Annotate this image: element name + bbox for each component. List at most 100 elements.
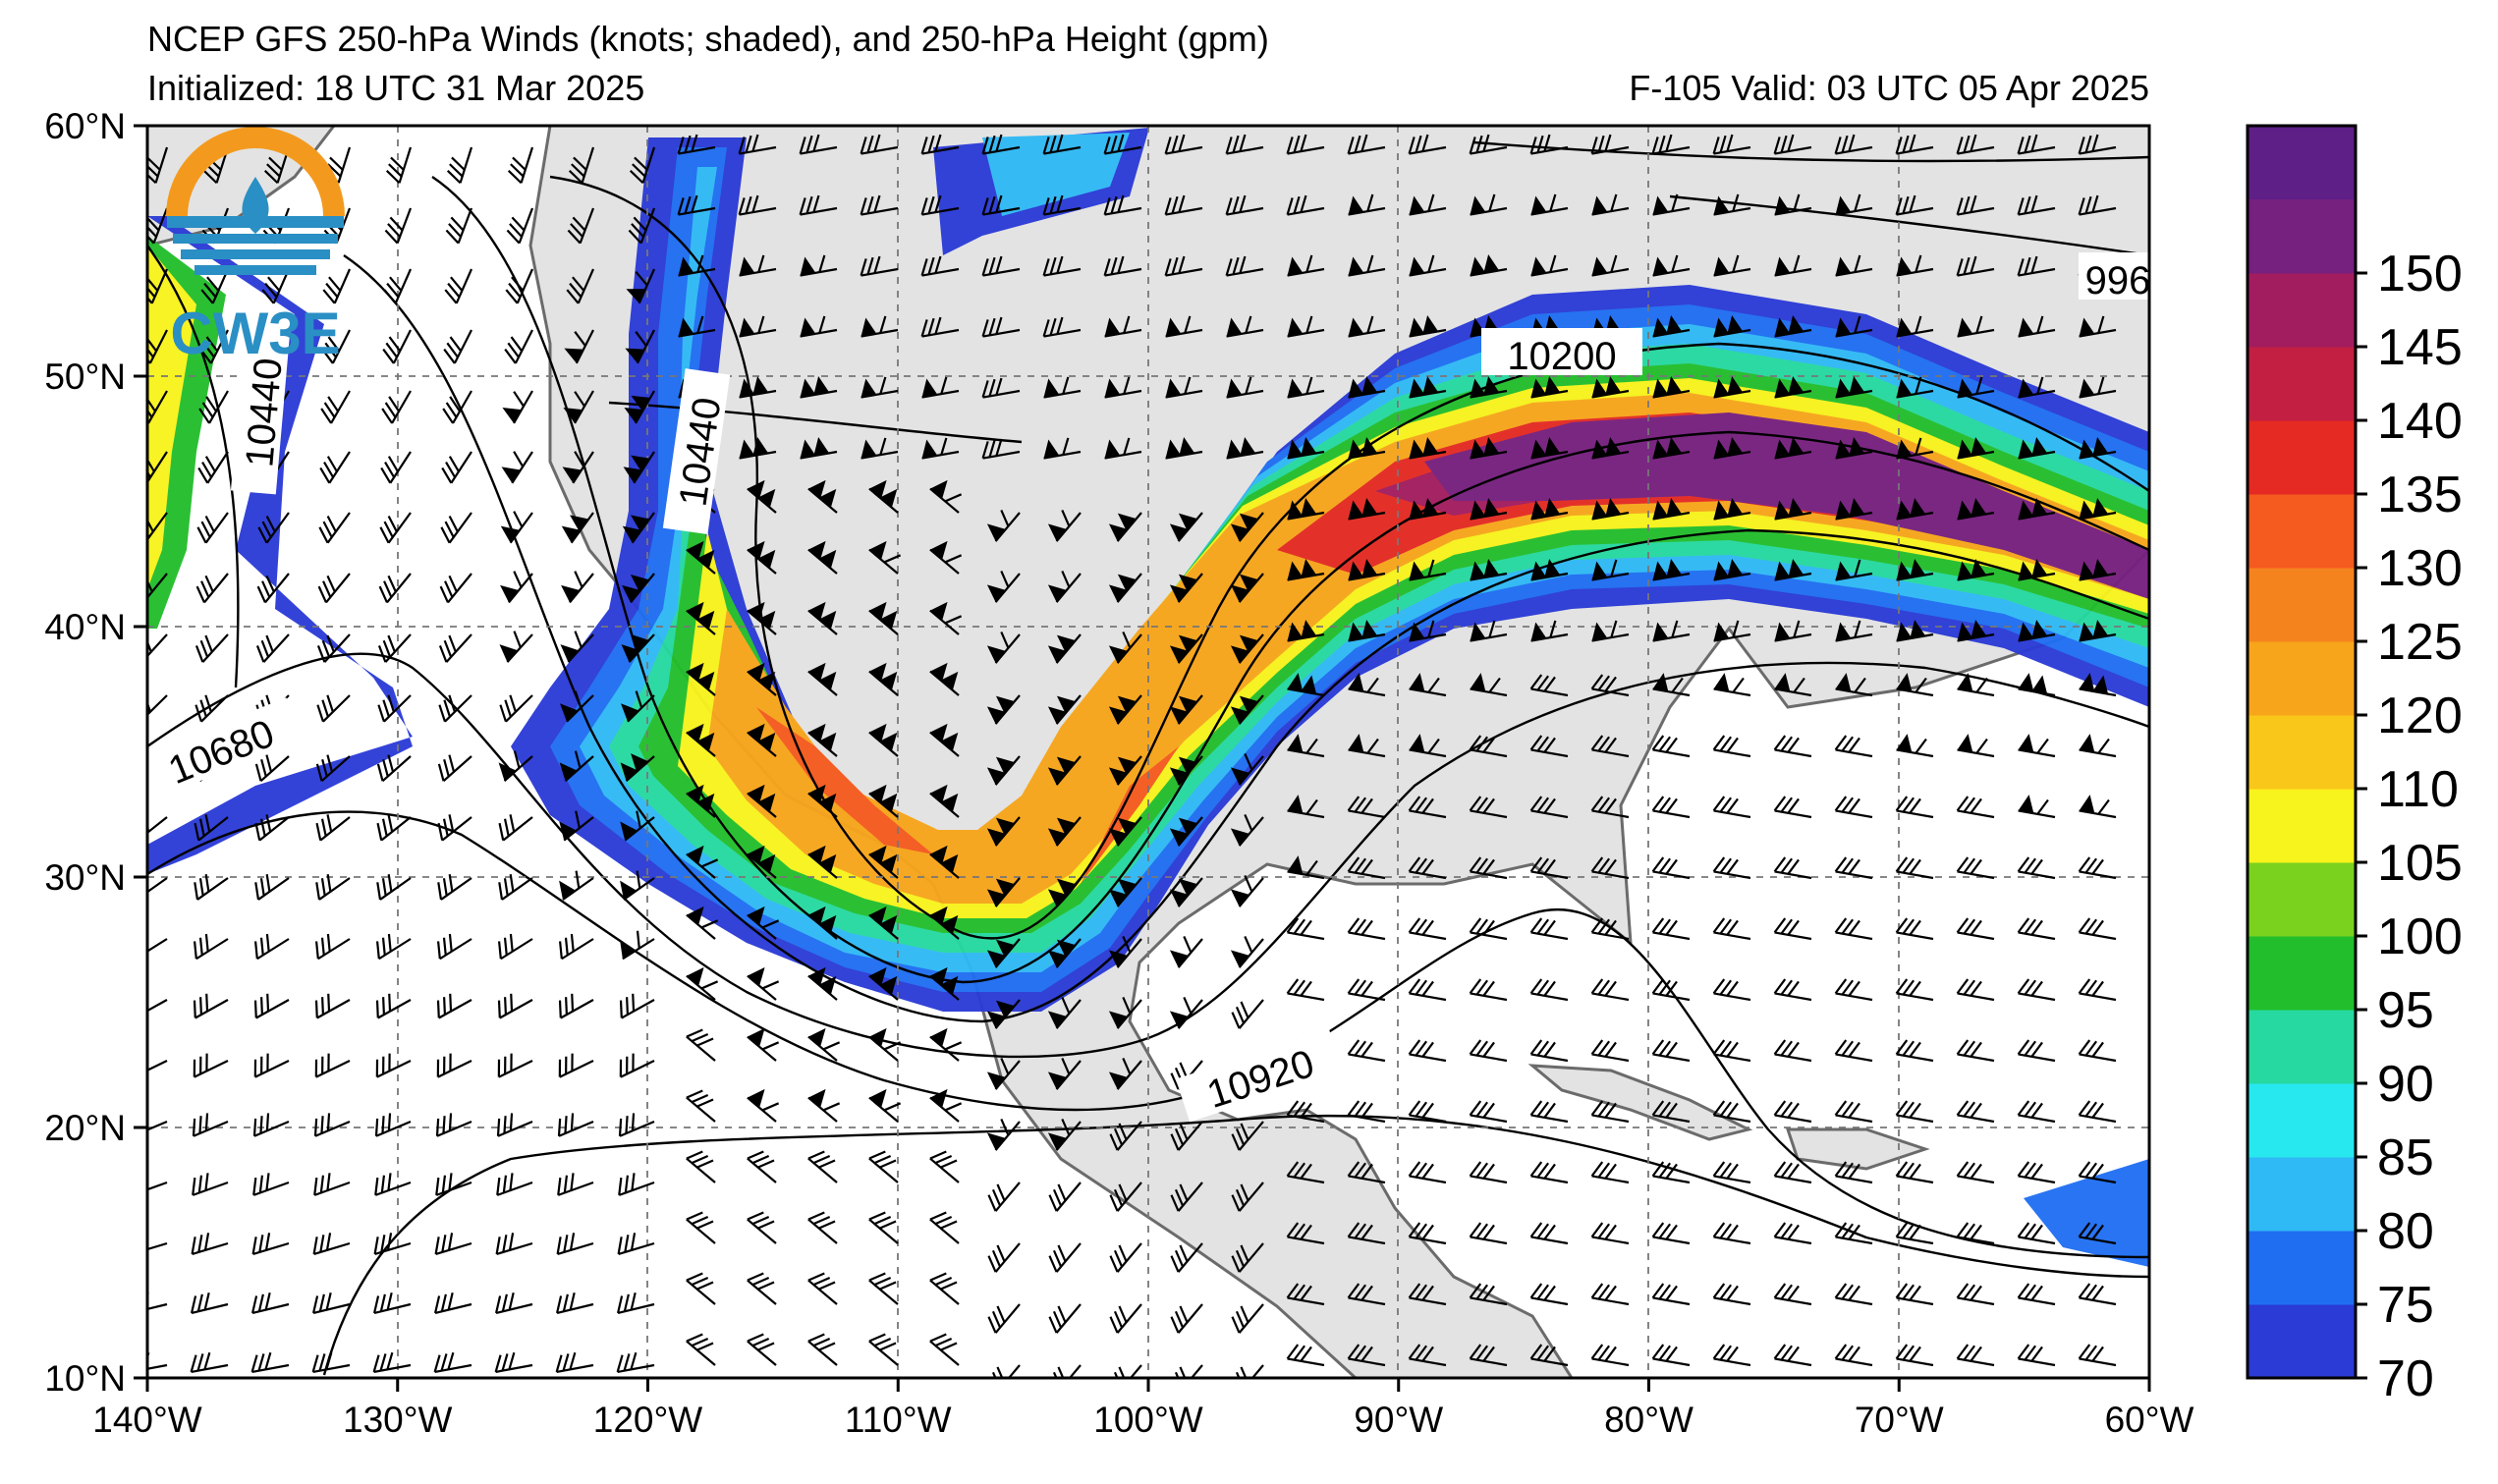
colorbar-tick-label: 70 [2377, 1350, 2434, 1407]
wind-barb [1529, 674, 1569, 697]
wind-barb [1103, 194, 1142, 216]
wind-barb [981, 438, 1021, 460]
wind-barb [625, 329, 655, 364]
wind-barb [986, 509, 1021, 542]
wind-barb [1047, 996, 1082, 1029]
wind-barb [1896, 437, 1934, 460]
wind-barb [1590, 856, 1630, 880]
wind-barb [1231, 1182, 1264, 1212]
wind-barb [375, 993, 412, 1019]
wind-barb [1108, 631, 1142, 664]
wind-barb [1230, 694, 1264, 725]
wind-barb [1895, 856, 1934, 880]
colorbar-bin-top [2248, 126, 2356, 199]
lat-tick-label: 60°N [44, 106, 126, 146]
wind-barb [445, 207, 473, 245]
wind-barb [747, 1027, 780, 1062]
wind-barb [987, 1242, 1021, 1273]
wind-barb [987, 1303, 1021, 1334]
wind-barb [192, 1113, 229, 1137]
wind-barb [1590, 1161, 1630, 1184]
wind-barb [1047, 877, 1082, 907]
wind-barb [556, 1233, 594, 1255]
wind-barb [616, 1292, 655, 1315]
wind-barb [1231, 1121, 1264, 1151]
colorbar-tick-label: 110 [2377, 761, 2459, 818]
wind-barb [2018, 673, 2056, 697]
wind-barb [1835, 673, 1873, 697]
wind-barb [1530, 437, 1569, 460]
wind-barb [497, 1053, 533, 1078]
wind-barb [561, 571, 594, 604]
wind-barb [1712, 1100, 1751, 1124]
wind-barb [1470, 620, 1508, 642]
wind-barb [1164, 134, 1203, 155]
wind-barb [1470, 193, 1508, 216]
wind-barb [499, 694, 533, 723]
wind-barb [619, 1053, 655, 1078]
wind-barb [1469, 856, 1508, 880]
wind-barb [373, 1233, 412, 1255]
colorbar-tick-label: 75 [2377, 1277, 2434, 1334]
wind-barb [311, 1292, 351, 1315]
wind-barb [194, 694, 229, 723]
wind-barb [381, 390, 412, 424]
wind-barb [1230, 633, 1264, 664]
wind-barb [981, 194, 1021, 216]
wind-barb [2078, 1344, 2117, 1367]
wind-barb [380, 451, 412, 484]
wind-barb [929, 540, 963, 575]
wind-barb [739, 437, 777, 460]
wind-barb [620, 753, 655, 783]
wind-barb [1834, 1100, 1873, 1124]
wind-barb [1408, 134, 1447, 155]
lat-lon-grid [147, 126, 2149, 1378]
wind-barb [860, 376, 899, 399]
wind-barb [1590, 1283, 1630, 1306]
wind-barb [1226, 376, 1264, 399]
wind-barb [1590, 674, 1630, 697]
wind-barb [1047, 633, 1082, 664]
wind-barb [315, 874, 351, 901]
colorbar-tick-label: 135 [2377, 467, 2463, 523]
wind-barb [1895, 978, 1934, 1002]
wind-barb [1773, 978, 1812, 1002]
colorbar-tick-label: 105 [2377, 835, 2463, 892]
wind-barb [800, 437, 838, 460]
wind-barb [1230, 874, 1264, 907]
wind-barb [316, 694, 351, 723]
wind-barb [1286, 1344, 1325, 1367]
wind-barb [860, 255, 899, 277]
wind-barb [2018, 437, 2056, 460]
wind-barb [1409, 315, 1447, 338]
wind-barb [860, 194, 899, 216]
wind-barb [1651, 1222, 1691, 1245]
wind-barb [860, 134, 899, 155]
wind-barb [1590, 1344, 1630, 1367]
wind-barb [1470, 673, 1508, 697]
wind-barb [440, 512, 472, 544]
wind-barb [1469, 134, 1508, 155]
wind-barb [868, 1088, 902, 1123]
wind-barb [1170, 1303, 1203, 1334]
wind-barb [1408, 1344, 1447, 1367]
wind-barb [986, 570, 1021, 603]
wind-barb [1651, 856, 1691, 880]
wind-barb [254, 754, 290, 783]
wind-barb [1530, 376, 1569, 399]
wind-barb [1651, 1283, 1691, 1306]
wind-barb [1230, 573, 1264, 603]
wind-barb [920, 316, 960, 338]
wind-barb [1470, 254, 1508, 277]
wind-barb [563, 390, 594, 424]
colorbar-tick-label: 130 [2377, 540, 2463, 597]
wind-barb [1348, 437, 1386, 460]
wind-barb [686, 966, 719, 1001]
wind-barb [1286, 1283, 1325, 1306]
wind-barb [1169, 996, 1203, 1029]
wind-barb [147, 146, 169, 185]
wind-barb [147, 993, 168, 1019]
wind-barb [2079, 673, 2117, 697]
wind-barb [678, 315, 716, 338]
wind-barb [1347, 1222, 1386, 1245]
